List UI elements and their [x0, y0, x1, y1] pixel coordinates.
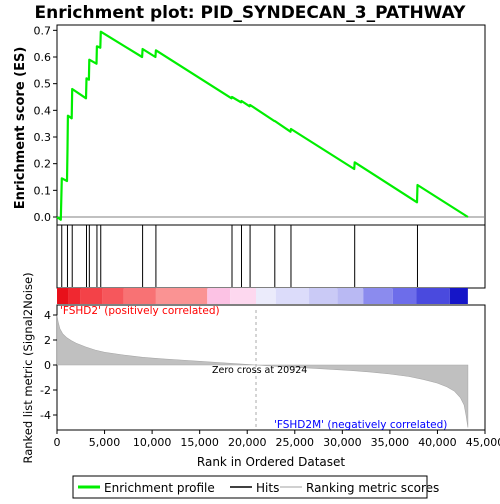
x-tick-label: 25,000	[276, 436, 315, 449]
x-axis: 0 5,000 10,000 15,000 20,000 25,000 30,000 35,0…	[54, 430, 500, 469]
legend-metric-label: Ranking metric scores	[306, 481, 439, 495]
rank-color-segment	[363, 288, 392, 304]
legend: Enrichment profile Hits Ranking metric s…	[73, 476, 439, 498]
x-tick-label: 20,000	[228, 436, 267, 449]
zero-cross-label: Zero cross at 20924	[212, 365, 307, 376]
rank-color-segment	[57, 288, 68, 304]
x-tick-label: 5,000	[89, 436, 121, 449]
rank-color-segment	[338, 288, 364, 304]
es-tick-label: 0.4	[34, 104, 52, 117]
legend-profile-label: Enrichment profile	[104, 481, 215, 495]
es-tick-label: 0.3	[34, 131, 52, 144]
metric-axis-label: Ranked list metric (Signal2Noise)	[21, 272, 35, 463]
es-tick-label: 0.1	[34, 184, 52, 197]
x-tick-label: 40,000	[418, 436, 457, 449]
x-tick-label: 45,000	[466, 436, 500, 449]
metric-tick-label: 4	[44, 309, 51, 322]
es-tick-label: 0.7	[34, 24, 52, 37]
es-tick-label: 0.0	[34, 211, 52, 224]
rank-color-segment	[309, 288, 338, 304]
x-tick-label: 0	[54, 436, 61, 449]
hits-panel	[57, 225, 485, 288]
x-tick-label: 35,000	[371, 436, 410, 449]
rank-color-segment	[276, 288, 309, 304]
legend-hits-label: Hits	[256, 481, 279, 495]
hits-panel-frame	[57, 225, 485, 288]
rank-color-bar	[57, 288, 468, 304]
es-tick-label: 0.6	[34, 51, 52, 64]
rank-color-segment	[256, 288, 276, 304]
x-axis-label: Rank in Ordered Dataset	[197, 455, 345, 469]
x-tick-label: 10,000	[133, 436, 172, 449]
rank-color-segment	[393, 288, 417, 304]
x-tick-label: 30,000	[323, 436, 362, 449]
enrichment-score-panel: 0.0 0.1 0.2 0.3 0.4 0.5 0.6 0.7 Enrichment scor…	[13, 24, 485, 225]
rank-color-segment	[124, 288, 156, 304]
x-tick-label: 15,000	[180, 436, 219, 449]
rank-color-segment	[230, 288, 256, 304]
rank-color-segment	[450, 288, 468, 304]
rank-color-segment	[68, 288, 80, 304]
negative-correlation-label: 'FSHD2M' (negatively correlated)	[274, 419, 447, 431]
rank-color-segment	[103, 288, 124, 304]
rank-color-segment	[207, 288, 230, 304]
positive-correlation-label: 'FSHD2' (positively correlated)	[60, 305, 220, 317]
es-tick-label: 0.2	[34, 158, 52, 171]
chart-title: Enrichment plot: PID_SYNDECAN_3_PATHWAY	[35, 3, 467, 23]
rank-color-segment	[81, 288, 103, 304]
rank-color-segment	[156, 288, 207, 304]
es-axis-label: Enrichment score (ES)	[13, 47, 28, 210]
es-tick-label: 0.5	[34, 78, 52, 91]
metric-tick-label: 2	[44, 334, 51, 347]
metric-tick-label: 0	[44, 359, 51, 372]
metric-tick-label: -4	[40, 409, 51, 422]
top-panel-frame	[57, 25, 485, 225]
metric-tick-label: -2	[40, 384, 51, 397]
rank-color-segment	[417, 288, 450, 304]
